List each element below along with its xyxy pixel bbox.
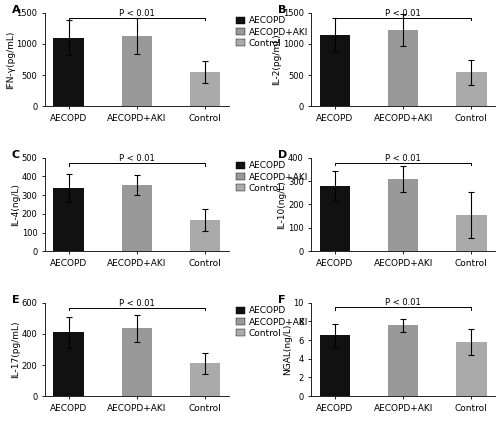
Bar — [54, 332, 84, 396]
Bar — [456, 72, 486, 106]
Bar — [190, 220, 220, 251]
Text: P < 0.01: P < 0.01 — [386, 298, 421, 307]
Y-axis label: IL-10(ng/L): IL-10(ng/L) — [278, 180, 286, 229]
Bar — [320, 35, 350, 106]
Bar — [388, 30, 418, 106]
Y-axis label: IL-2(pg/mL): IL-2(pg/mL) — [272, 34, 281, 85]
Legend: AECOPD, AECOPD+AKI, Control: AECOPD, AECOPD+AKI, Control — [232, 158, 312, 196]
Bar — [388, 325, 418, 396]
Y-axis label: IL-17(pg/mL): IL-17(pg/mL) — [11, 321, 20, 378]
Text: P < 0.01: P < 0.01 — [386, 154, 421, 163]
Bar — [122, 36, 152, 106]
Bar — [320, 335, 350, 396]
Text: D: D — [278, 150, 287, 160]
Bar — [456, 342, 486, 396]
Text: A: A — [12, 5, 20, 15]
Bar — [122, 328, 152, 396]
Legend: AECOPD, AECOPD+AKI, Control: AECOPD, AECOPD+AKI, Control — [498, 158, 500, 196]
Legend: AECOPD, AECOPD+AKI, Control: AECOPD, AECOPD+AKI, Control — [498, 302, 500, 341]
Y-axis label: IFN-γ(pg/mL): IFN-γ(pg/mL) — [6, 30, 15, 89]
Bar — [54, 187, 84, 251]
Text: P < 0.01: P < 0.01 — [119, 9, 154, 17]
Y-axis label: IL-4(ng/L): IL-4(ng/L) — [11, 183, 20, 226]
Bar — [320, 186, 350, 251]
Legend: AECOPD, AECOPD+AKI, Control: AECOPD, AECOPD+AKI, Control — [498, 13, 500, 52]
Text: E: E — [12, 295, 20, 305]
Legend: AECOPD, AECOPD+AKI, Control: AECOPD, AECOPD+AKI, Control — [232, 302, 312, 341]
Text: C: C — [12, 150, 20, 160]
Text: P < 0.01: P < 0.01 — [119, 154, 154, 163]
Text: P < 0.01: P < 0.01 — [119, 299, 154, 308]
Legend: AECOPD, AECOPD+AKI, Control: AECOPD, AECOPD+AKI, Control — [232, 13, 312, 52]
Text: P < 0.01: P < 0.01 — [386, 9, 421, 17]
Bar — [190, 363, 220, 396]
Bar — [190, 72, 220, 106]
Text: B: B — [278, 5, 286, 15]
Bar — [54, 38, 84, 106]
Y-axis label: NGAL(ng/L): NGAL(ng/L) — [283, 324, 292, 375]
Bar — [456, 215, 486, 251]
Text: F: F — [278, 295, 286, 305]
Bar — [388, 179, 418, 251]
Bar — [122, 185, 152, 251]
